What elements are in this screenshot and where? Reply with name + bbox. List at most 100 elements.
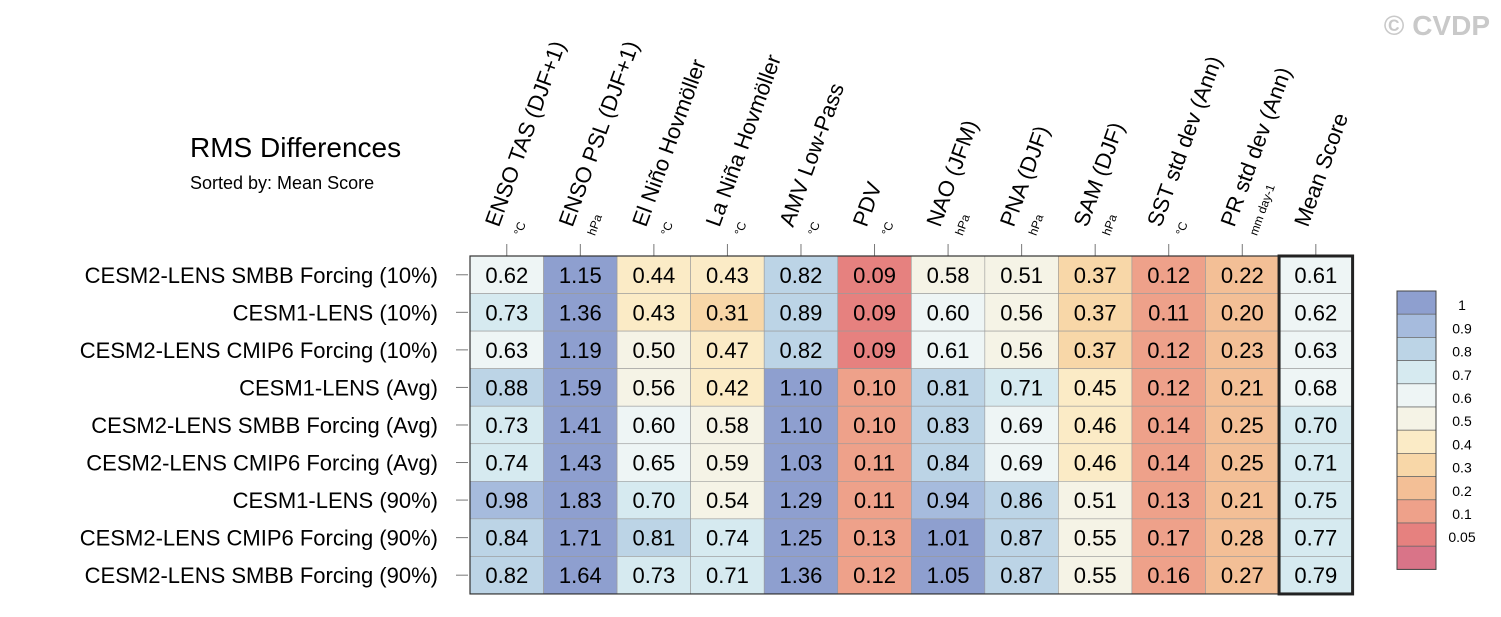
cell-value-label: 0.13 <box>1147 488 1190 513</box>
heatmap-cell <box>763 330 839 369</box>
colorbar-swatch <box>1396 499 1437 524</box>
cell-value-label: 1.36 <box>780 563 823 588</box>
colorbar-swatch <box>1396 476 1437 501</box>
colorbar-swatch <box>1396 522 1437 547</box>
heatmap-cell <box>1278 405 1353 445</box>
cell-value-label: 0.59 <box>706 451 749 476</box>
cell-value-label: 0.58 <box>927 263 970 288</box>
cell-value-label: 0.62 <box>485 263 528 288</box>
heatmap-cell <box>1058 480 1133 520</box>
heatmap-cell <box>763 518 839 557</box>
heatmap-cell <box>837 255 912 294</box>
cell-value-label: 0.75 <box>1294 488 1337 513</box>
heatmap-cell <box>690 518 765 557</box>
cell-value-label: 0.09 <box>853 300 896 325</box>
cell-value-label: 1.43 <box>559 451 602 476</box>
heatmap-cell <box>690 405 765 445</box>
cell-value-label: 1.64 <box>559 563 602 588</box>
column-header-unit: °C <box>511 219 529 237</box>
column-header: PNA (DJF)hPa <box>995 122 1054 237</box>
cell-value-label: 0.37 <box>1074 263 1117 288</box>
heatmap-cell <box>543 518 618 557</box>
cell-value-label: 0.69 <box>1000 451 1043 476</box>
colorbar-level-label: 0.9 <box>1452 320 1472 336</box>
heatmap-cell <box>910 368 986 407</box>
column-header: NAO (JFM)hPa <box>921 117 983 238</box>
colorbar-swatch <box>1396 290 1437 315</box>
cell-value-label: 0.81 <box>632 526 675 551</box>
cell-value-label: 0.84 <box>485 526 528 551</box>
cell-value-label: 0.87 <box>1000 563 1043 588</box>
column-header: Mean Score <box>1289 110 1353 230</box>
heatmap-cell <box>1058 405 1133 445</box>
cell-value-label: 1.36 <box>559 300 602 325</box>
cell-value-label: 0.12 <box>853 563 896 588</box>
colorbar-level-label: 0.6 <box>1452 390 1472 406</box>
column-header: PDV°C <box>848 178 897 237</box>
chart-subtitle: Sorted by: Mean Score <box>190 173 374 193</box>
cell-value-label: 0.25 <box>1221 413 1264 438</box>
cell-value-label: 0.10 <box>853 375 896 400</box>
column-header-unit: °C <box>805 219 823 237</box>
colorbar-border <box>1396 290 1437 570</box>
cell-value-label: 0.87 <box>1000 526 1043 551</box>
colorbar-swatch <box>1396 313 1437 338</box>
heatmap-cell <box>543 443 618 482</box>
colorbar-swatch <box>1396 337 1437 361</box>
heatmap-cell <box>690 443 765 482</box>
heatmap-cell <box>1131 443 1206 482</box>
cell-value-label: 0.79 <box>1294 563 1337 588</box>
cell-value-label: 0.56 <box>632 375 675 400</box>
heatmap-cell <box>763 480 839 520</box>
heatmap-cell <box>616 518 691 557</box>
colorbar-level-label: 0.1 <box>1452 506 1472 522</box>
colorbar-level-label: 0.4 <box>1452 436 1472 452</box>
colorbar-swatch <box>1396 383 1437 408</box>
colorbar-swatch <box>1396 453 1437 477</box>
cell-value-label: 0.09 <box>853 338 896 363</box>
heatmap-cell <box>837 368 912 407</box>
cell-value-label: 0.84 <box>927 451 970 476</box>
column-header-name: PNA (DJF) <box>995 122 1054 229</box>
heatmap-cell <box>1278 518 1353 557</box>
heatmap-cell <box>543 255 618 294</box>
row-label: CESM1-LENS (Avg) <box>239 375 438 400</box>
cell-value-label: 0.14 <box>1147 451 1190 476</box>
cell-value-label: 0.17 <box>1147 526 1190 551</box>
heatmap-cell <box>984 330 1059 369</box>
heatmap-cell <box>469 255 544 294</box>
cell-value-label: 0.50 <box>632 338 675 363</box>
cell-value-label: 0.23 <box>1221 338 1264 363</box>
row-label: CESM1-LENS (10%) <box>233 300 438 325</box>
cell-value-label: 0.22 <box>1221 263 1264 288</box>
colorbar-level-label: 0.7 <box>1452 367 1472 383</box>
column-header-unit: °C <box>879 219 897 237</box>
column-header-unit: °C <box>732 219 750 237</box>
heatmap-cell <box>1205 255 1280 294</box>
cell-value-label: 0.46 <box>1074 451 1117 476</box>
cell-value-label: 0.31 <box>706 300 749 325</box>
heatmap-cell <box>543 368 618 407</box>
cell-value-label: 0.74 <box>706 526 749 551</box>
heatmap-cell <box>837 330 912 369</box>
cell-value-label: 0.71 <box>1000 375 1043 400</box>
column-header-name: El Niño Hovmöller <box>627 56 711 230</box>
heatmap-cell <box>1205 330 1280 369</box>
cell-value-label: 1.05 <box>927 563 970 588</box>
heatmap-cell <box>616 330 691 369</box>
cell-value-label: 0.21 <box>1221 488 1264 513</box>
chart-title: RMS Differences <box>190 132 401 163</box>
heatmap-cell <box>837 443 912 482</box>
cell-value-label: 0.16 <box>1147 563 1190 588</box>
heatmap-cell <box>690 556 765 595</box>
heatmap-cell <box>1058 330 1133 369</box>
cell-value-label: 0.88 <box>485 375 528 400</box>
cell-value-label: 0.28 <box>1221 526 1264 551</box>
heatmap-cell <box>1131 368 1206 407</box>
heatmap-cell <box>763 293 839 332</box>
cell-value-label: 0.82 <box>485 563 528 588</box>
heatmap-cell <box>1205 293 1280 332</box>
cell-value-label: 0.83 <box>927 413 970 438</box>
cell-value-label: 0.70 <box>632 488 675 513</box>
cell-value-label: 0.14 <box>1147 413 1190 438</box>
